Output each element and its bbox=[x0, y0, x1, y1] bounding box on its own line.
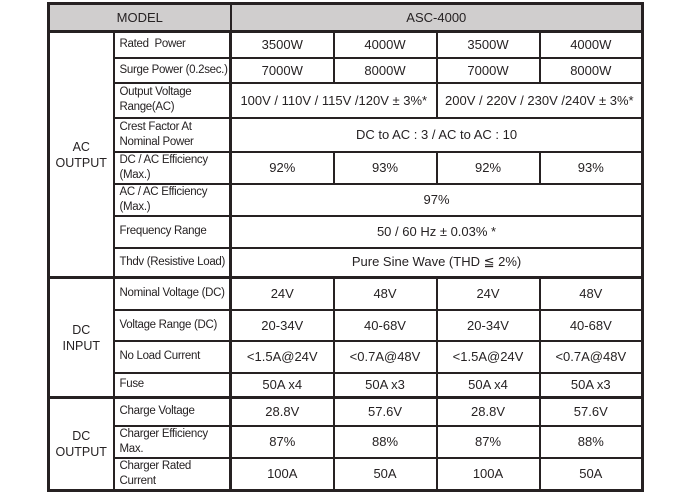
row-label: No Load Current bbox=[112, 339, 233, 374]
table-row: Voltage Range (DC) 20-34V 40-68V 20-34V … bbox=[49, 308, 644, 342]
value-cell: 100A bbox=[229, 456, 335, 491]
value-cell: 57.6V bbox=[332, 396, 438, 427]
value-cell: 3500W bbox=[229, 30, 335, 59]
table-row: DC OUTPUT Charge Voltage 28.8V 57.6V 28.… bbox=[47, 396, 644, 491]
group-label-ac-output: AC OUTPUT bbox=[47, 30, 115, 279]
table-row: Frequency Range 50 / 60 Hz ± 0.03% * bbox=[49, 214, 644, 249]
table-row: Surge Power (0.2sec.) 7000W 8000W 7000W … bbox=[49, 56, 644, 84]
table-row: DC / AC Efficiency (Max.) 92% 93% 92% 93… bbox=[49, 150, 644, 185]
value-cell: 3500W bbox=[435, 30, 541, 59]
value-cell: 93% bbox=[538, 150, 644, 185]
value-cell: 50A bbox=[538, 456, 644, 491]
value-cell: 28.8V bbox=[435, 396, 541, 427]
row-label: DC / AC Efficiency (Max.) bbox=[112, 150, 233, 185]
table-row: DC INPUT Nominal Voltage (DC) 24V 48V 24… bbox=[47, 276, 644, 399]
value-cell: 24V bbox=[435, 276, 541, 311]
table-row: Crest Factor At Nominal Power DC to AC :… bbox=[49, 116, 644, 153]
row-label: Voltage Range (DC) bbox=[112, 308, 233, 342]
value-cell: 100V / 110V / 115V /120V ± 3%* bbox=[229, 81, 438, 119]
value-cell: 8000W bbox=[332, 56, 438, 84]
row-label: Surge Power (0.2sec.) bbox=[112, 56, 233, 84]
value-cell: 50A x4 bbox=[229, 371, 335, 399]
row-label: Fuse bbox=[112, 371, 233, 399]
value-cell: 92% bbox=[435, 150, 541, 185]
row-label: Output Voltage Range(AC) bbox=[112, 81, 233, 119]
model-value-cell: ASC-4000 bbox=[229, 2, 644, 33]
table-row: AC / AC Efficiency (Max.) 97% bbox=[49, 182, 644, 217]
group-label-dc-input: DC INPUT bbox=[47, 276, 115, 399]
value-cell: 20-34V bbox=[435, 308, 541, 342]
value-cell: 20-34V bbox=[229, 308, 335, 342]
row-label: Charger Efficiency Max. bbox=[112, 424, 233, 459]
value-cell: 48V bbox=[332, 276, 438, 311]
value-cell: 7000W bbox=[435, 56, 541, 84]
value-cell: 57.6V bbox=[538, 396, 644, 427]
value-cell: 87% bbox=[435, 424, 541, 459]
value-cell: <1.5A@24V bbox=[229, 339, 335, 374]
row-label: Rated Power bbox=[112, 30, 233, 59]
value-cell: 88% bbox=[332, 424, 438, 459]
row-label: Charger Rated Current bbox=[112, 456, 233, 491]
value-cell: 200V / 220V / 230V /240V ± 3%* bbox=[435, 81, 644, 119]
table-row: Charger Efficiency Max. 87% 88% 87% 88% bbox=[49, 424, 644, 459]
value-cell: 100A bbox=[435, 456, 541, 491]
value-cell: 87% bbox=[229, 424, 335, 459]
value-cell: 40-68V bbox=[538, 308, 644, 342]
value-cell: 28.8V bbox=[229, 396, 335, 427]
table-row: No Load Current <1.5A@24V <0.7A@48V <1.5… bbox=[49, 339, 644, 374]
value-cell: 4000W bbox=[538, 30, 644, 59]
value-cell: 50A x3 bbox=[538, 371, 644, 399]
row-label: Charge Voltage bbox=[112, 396, 233, 427]
model-header-cell: MODEL bbox=[47, 2, 232, 33]
value-cell: 48V bbox=[538, 276, 644, 311]
table-row: Thdv (Resistive Load) Pure Sine Wave (TH… bbox=[49, 246, 644, 279]
value-cell: <0.7A@48V bbox=[538, 339, 644, 374]
value-cell: <1.5A@24V bbox=[435, 339, 541, 374]
value-cell: DC to AC : 3 / AC to AC : 10 bbox=[229, 116, 644, 153]
value-cell: 8000W bbox=[538, 56, 644, 84]
value-cell: 50A x3 bbox=[332, 371, 438, 399]
value-cell: 88% bbox=[538, 424, 644, 459]
value-cell: 40-68V bbox=[332, 308, 438, 342]
value-cell: 24V bbox=[229, 276, 335, 311]
table-row: Charger Rated Current 100A 50A 100A 50A bbox=[49, 456, 644, 491]
row-label: Frequency Range bbox=[112, 214, 233, 249]
group-label-dc-output: DC OUTPUT bbox=[47, 396, 115, 491]
value-cell: 97% bbox=[229, 182, 644, 217]
row-label: Nominal Voltage (DC) bbox=[112, 276, 233, 311]
value-cell: 93% bbox=[332, 150, 438, 185]
table-row: Output Voltage Range(AC) 100V / 110V / 1… bbox=[49, 81, 644, 119]
value-cell: <0.7A@48V bbox=[332, 339, 438, 374]
value-cell: 92% bbox=[229, 150, 335, 185]
row-label: AC / AC Efficiency (Max.) bbox=[112, 182, 233, 217]
value-cell: 7000W bbox=[229, 56, 335, 84]
table-row: AC OUTPUT Rated Power 3500W 4000W 3500W … bbox=[47, 30, 644, 279]
value-cell: 50 / 60 Hz ± 0.03% * bbox=[229, 214, 644, 249]
row-label: Thdv (Resistive Load) bbox=[112, 246, 233, 279]
spec-table: MODEL ASC-4000 AC OUTPUT Rated Power 350… bbox=[47, 2, 645, 492]
value-cell: 50A bbox=[332, 456, 438, 491]
value-cell: 50A x4 bbox=[435, 371, 541, 399]
table-row: Fuse 50A x4 50A x3 50A x4 50A x3 bbox=[49, 371, 644, 399]
row-label: Crest Factor At Nominal Power bbox=[112, 116, 233, 153]
table-header-row: MODEL ASC-4000 bbox=[47, 2, 644, 33]
value-cell: 4000W bbox=[332, 30, 438, 59]
value-cell: Pure Sine Wave (THD ≦ 2%) bbox=[229, 246, 644, 279]
